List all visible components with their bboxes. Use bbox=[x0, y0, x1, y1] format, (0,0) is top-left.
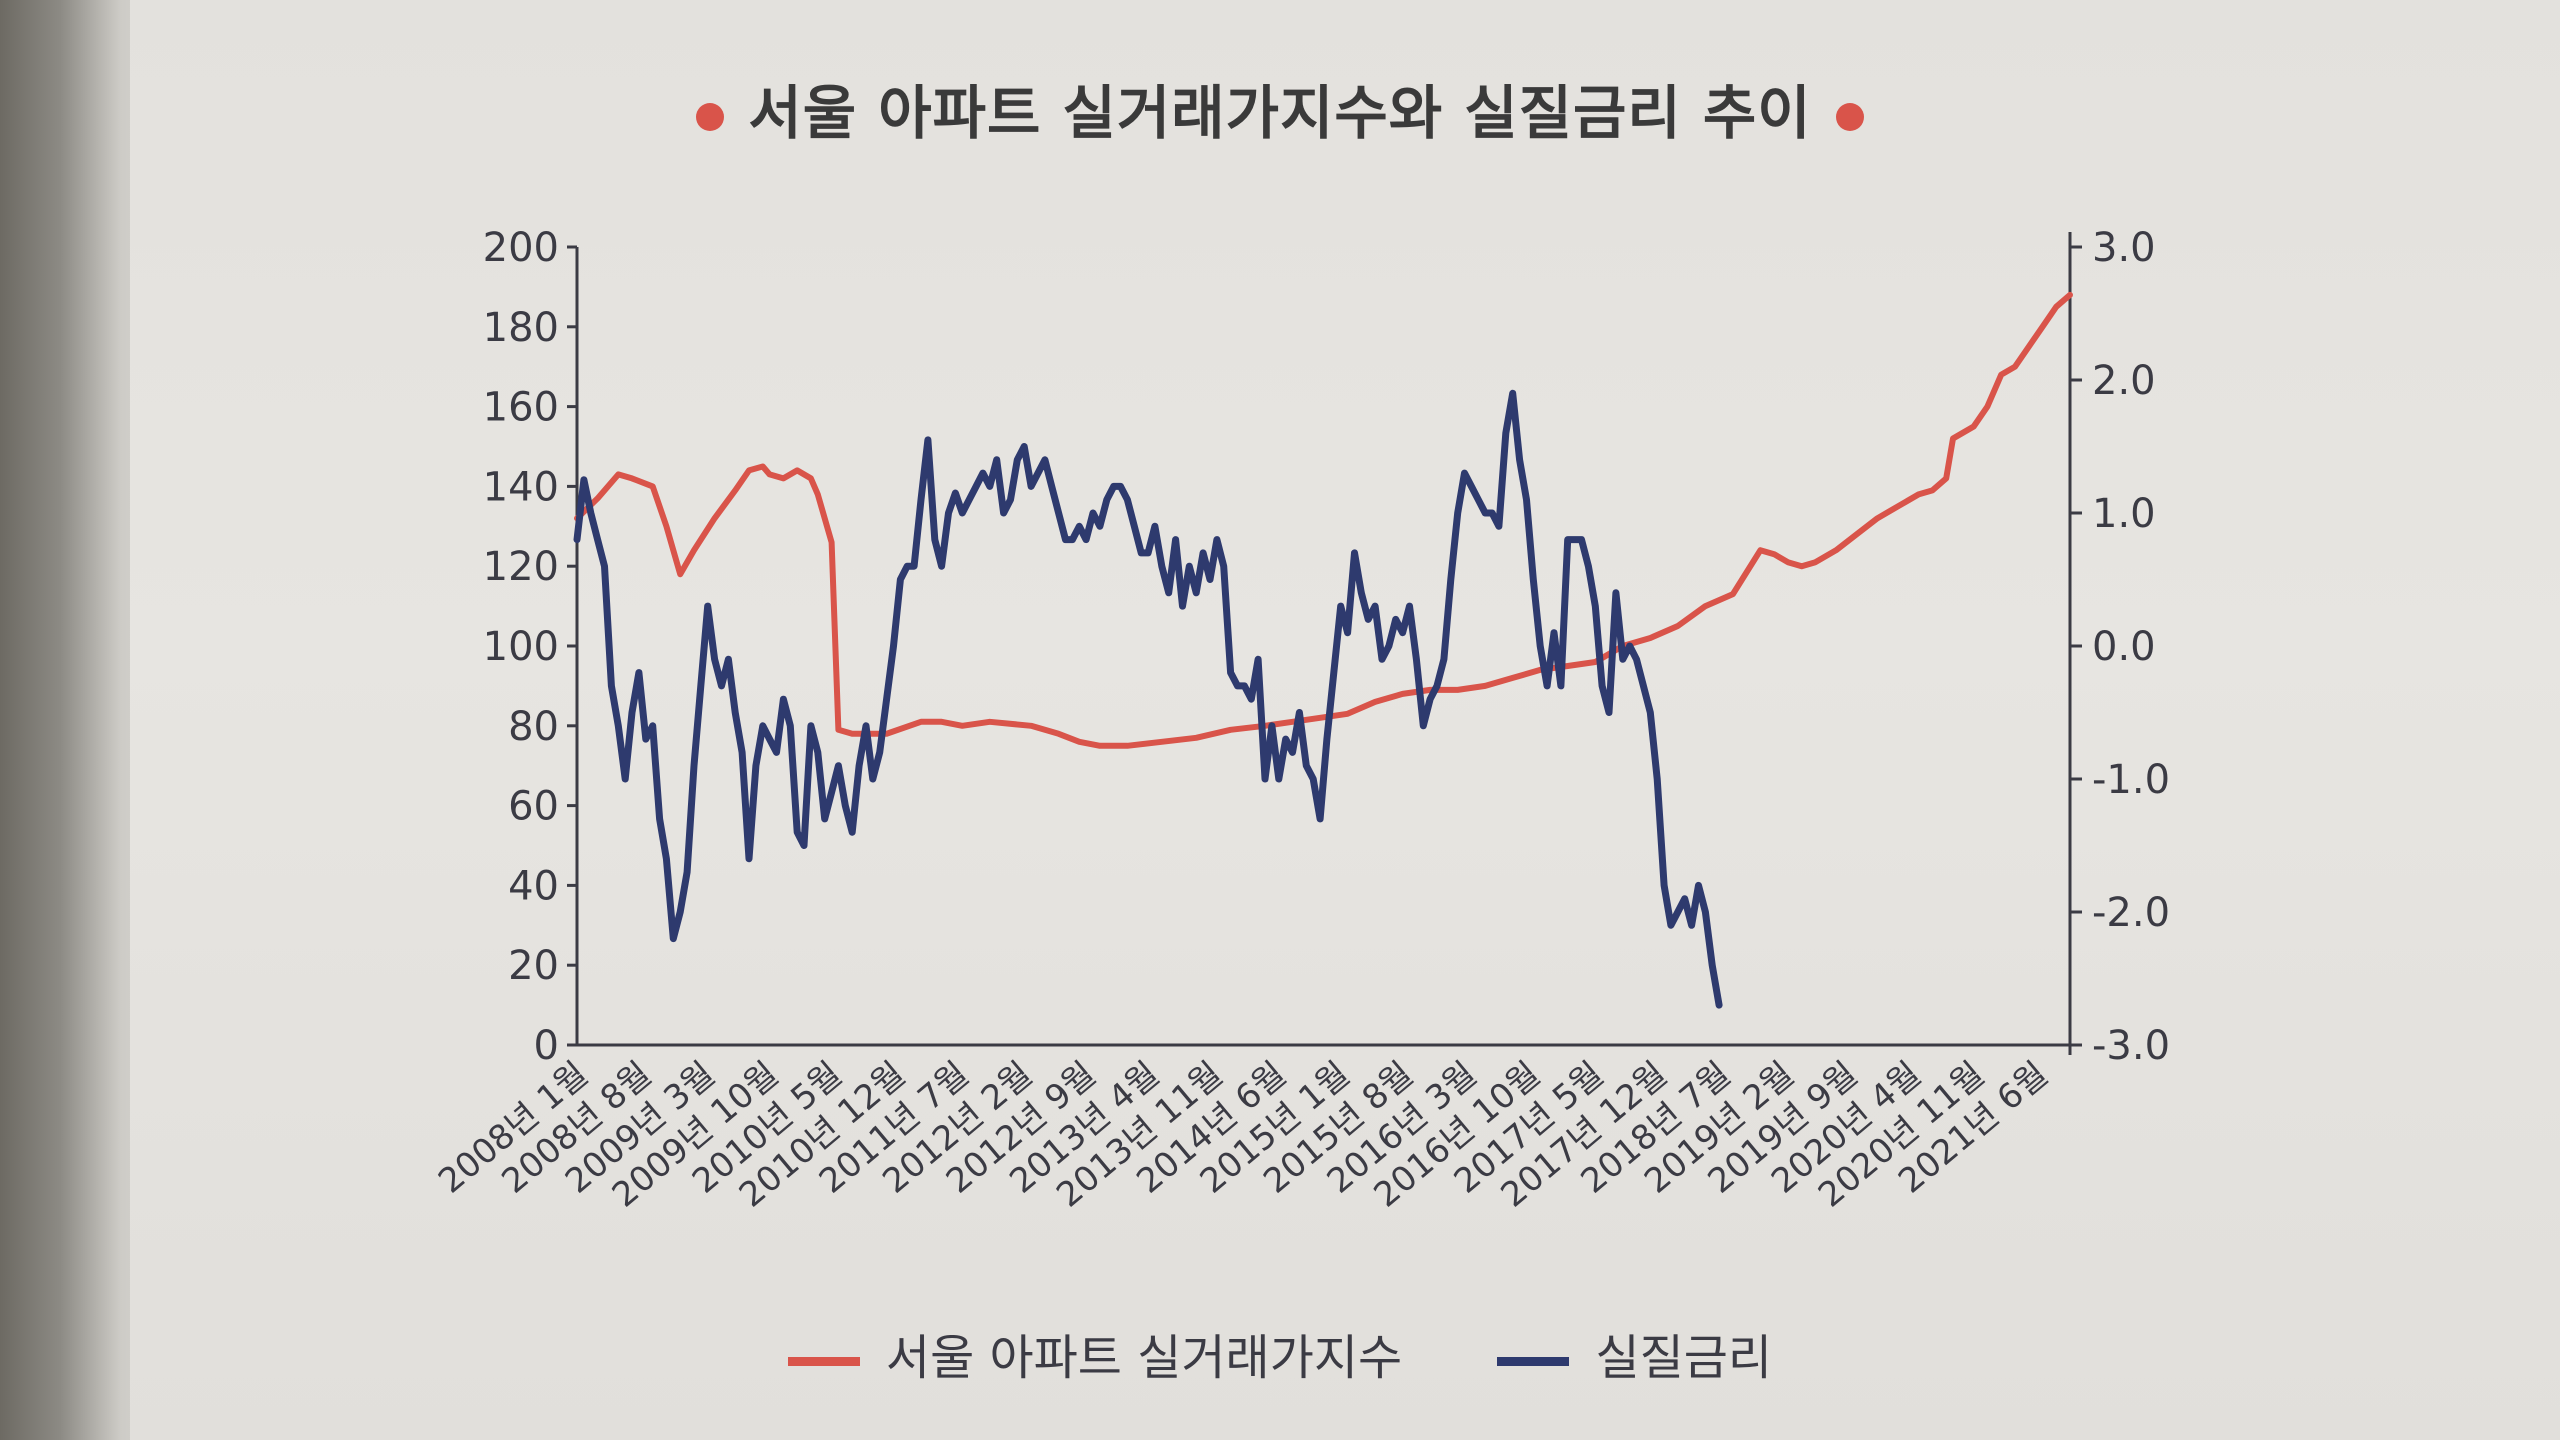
right-tick-label: 0.0 bbox=[2092, 624, 2156, 670]
chart-axes: 0 20 40 60 80 100 120 140 160 180 200 -3.0 -2.0 -1.0 0… bbox=[431, 225, 2170, 1215]
chart-legend: 서울 아파트 실거래가지수 실질금리 bbox=[0, 1318, 2560, 1388]
title-bullet-left-icon bbox=[696, 102, 725, 131]
title-bullet-right-icon bbox=[1835, 102, 1864, 131]
series-line-real-rate bbox=[573, 389, 1723, 1009]
left-tick-label: 140 bbox=[483, 464, 559, 510]
left-tick-label: 180 bbox=[483, 305, 559, 351]
left-tick-label: 200 bbox=[483, 225, 559, 271]
chart-title: 서울 아파트 실거래가지수와 실질금리 추이 bbox=[0, 66, 2560, 150]
right-tick-label: -2.0 bbox=[2092, 890, 2170, 936]
legend-item-index: 서울 아파트 실거래가지수 bbox=[787, 1318, 1402, 1388]
left-tick-label: 20 bbox=[508, 943, 559, 989]
left-tick-label: 80 bbox=[508, 704, 559, 750]
left-tick-label: 0 bbox=[534, 1023, 559, 1069]
right-tick-label: 2.0 bbox=[2092, 358, 2156, 404]
series-line-price-index bbox=[574, 291, 2073, 749]
right-tick-label: -3.0 bbox=[2092, 1023, 2170, 1069]
left-tick-label: 100 bbox=[483, 624, 559, 670]
legend-item-rate: 실질금리 bbox=[1497, 1318, 1772, 1388]
legend-swatch-rate bbox=[1497, 1356, 1570, 1366]
book-page bbox=[130, 0, 2560, 1440]
right-tick-label: -1.0 bbox=[2092, 757, 2170, 803]
left-tick-label: 40 bbox=[508, 863, 559, 909]
left-tick-label: 120 bbox=[483, 544, 559, 590]
legend-swatch-index bbox=[787, 1356, 860, 1366]
left-tick-label: 60 bbox=[508, 784, 559, 830]
chart-series bbox=[573, 291, 2073, 1009]
left-tick-label: 160 bbox=[483, 385, 559, 431]
right-tick-label: 1.0 bbox=[2092, 491, 2156, 537]
right-tick-label: 3.0 bbox=[2092, 225, 2156, 271]
